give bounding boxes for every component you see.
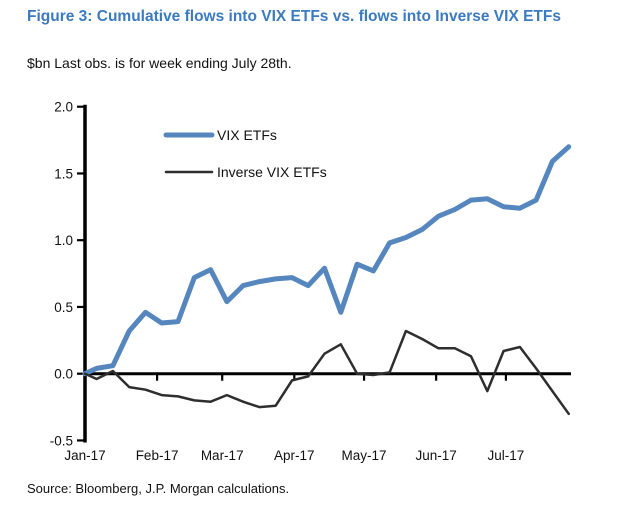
figure-source: Source: Bloomberg, J.P. Morgan calculati… xyxy=(27,481,290,496)
figure-subtitle: $bn Last obs. is for week ending July 28… xyxy=(27,55,292,71)
series-line-0 xyxy=(82,144,572,377)
x-tick-label: Jul-17 xyxy=(488,448,525,463)
legend-label-1: Inverse VIX ETFs xyxy=(217,164,327,180)
y-tick-label: 1.5 xyxy=(54,166,73,181)
legend-label-0: VIX ETFs xyxy=(217,127,277,143)
y-tick-label: -0.5 xyxy=(50,433,73,448)
y-tick-label: 0.5 xyxy=(54,300,73,315)
figure-title: Figure 3: Cumulative flows into VIX ETFs… xyxy=(27,8,561,25)
series-line-1 xyxy=(83,329,570,416)
x-tick-label: Mar-17 xyxy=(201,448,244,463)
x-tick-label: Apr-17 xyxy=(274,448,315,463)
y-tick-label: 1.0 xyxy=(54,233,73,248)
y-tick-label: 2.0 xyxy=(54,100,73,115)
x-tick-label: May-17 xyxy=(342,448,387,463)
y-tick-label: 0.0 xyxy=(54,367,73,382)
x-tick-label: Feb-17 xyxy=(136,448,179,463)
x-tick-label: Jan-17 xyxy=(64,448,105,463)
x-tick-label: Jun-17 xyxy=(416,448,457,463)
